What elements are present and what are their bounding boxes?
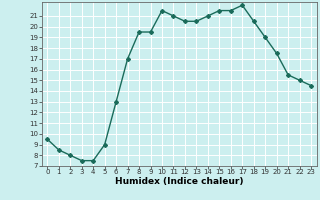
X-axis label: Humidex (Indice chaleur): Humidex (Indice chaleur) [115, 177, 244, 186]
